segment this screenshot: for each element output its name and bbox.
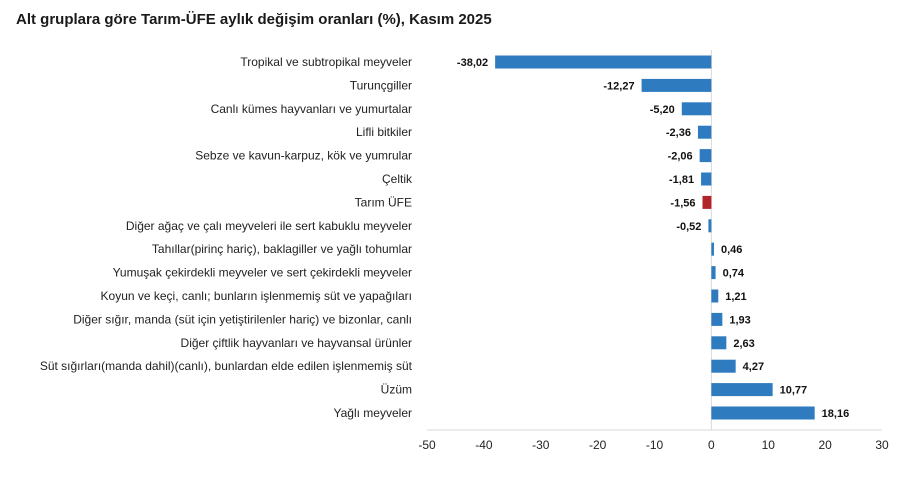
x-tick-label: 30 xyxy=(875,438,889,452)
bar-10 xyxy=(711,289,719,303)
bar-7 xyxy=(708,219,712,233)
chart-title: Alt gruplara göre Tarım-ÜFE aylık değişi… xyxy=(16,11,492,28)
bar-0 xyxy=(495,55,712,69)
value-label: 1,21 xyxy=(725,291,746,303)
x-tick-label: 0 xyxy=(708,438,715,452)
category-label: Diğer çiftlik hayvanları ve hayvansal ür… xyxy=(181,336,412,350)
bar-15 xyxy=(711,406,815,420)
value-label: 0,74 xyxy=(723,268,745,280)
x-tick-label: -50 xyxy=(418,438,436,452)
value-label: 10,77 xyxy=(780,385,808,397)
category-label: Diğer sığır, manda (süt için yetiştirile… xyxy=(73,312,412,326)
category-label: Üzüm xyxy=(381,383,412,397)
bar-6 xyxy=(702,195,712,209)
x-tick-label: -20 xyxy=(589,438,607,452)
bar-12 xyxy=(711,336,727,350)
x-tick-label: -30 xyxy=(532,438,550,452)
category-label: Koyun ve keçi, canlı; bunların işlenmemi… xyxy=(101,289,412,303)
bar-4 xyxy=(699,149,712,163)
value-label: -0,52 xyxy=(676,221,701,233)
category-label: Diğer ağaç ve çalı meyveleri ile sert ka… xyxy=(126,219,412,233)
category-label: Tarım ÜFE xyxy=(355,195,412,209)
bar-11 xyxy=(711,312,723,326)
category-label: Tropikal ve subtropikal meyveler xyxy=(240,55,412,69)
bar-5 xyxy=(701,172,712,186)
bar-2 xyxy=(681,102,712,116)
value-label: 18,16 xyxy=(822,408,850,420)
category-label: Lifli bitkiler xyxy=(356,125,412,139)
x-tick-label: 10 xyxy=(762,438,776,452)
value-label: -2,06 xyxy=(668,151,693,163)
value-label: -1,56 xyxy=(670,197,695,209)
value-label: 0,46 xyxy=(721,244,742,256)
x-tick-label: -10 xyxy=(646,438,664,452)
category-label: Çeltik xyxy=(382,172,413,186)
category-label: Yumuşak çekirdekli meyveler ve sert çeki… xyxy=(113,266,412,280)
bar-13 xyxy=(711,359,736,373)
value-label: -2,36 xyxy=(666,127,691,139)
value-label: -38,02 xyxy=(457,57,488,69)
bar-14 xyxy=(711,383,773,397)
value-label: -5,20 xyxy=(650,104,675,116)
bar-1 xyxy=(641,78,712,92)
category-label: Yağlı meyveler xyxy=(334,406,412,420)
bar-9 xyxy=(711,266,716,280)
category-label: Süt sığırları(manda dahil)(canlı), bunla… xyxy=(40,359,413,373)
value-label: 4,27 xyxy=(743,361,764,373)
value-label: -1,81 xyxy=(669,174,694,186)
value-label: -12,27 xyxy=(603,80,634,92)
bar-3 xyxy=(697,125,712,139)
category-label: Canlı kümes hayvanları ve yumurtalar xyxy=(211,102,412,116)
category-label: Turunçgiller xyxy=(350,78,412,92)
x-tick-label: 20 xyxy=(818,438,832,452)
x-tick-label: -40 xyxy=(475,438,493,452)
value-label: 2,63 xyxy=(733,338,754,350)
bar-8 xyxy=(711,242,714,256)
category-label: Sebze ve kavun-karpuz, kök ve yumrular xyxy=(195,149,412,163)
category-label: Tahıllar(pirinç hariç), baklagiller ve y… xyxy=(152,242,412,256)
value-label: 1,93 xyxy=(729,314,750,326)
